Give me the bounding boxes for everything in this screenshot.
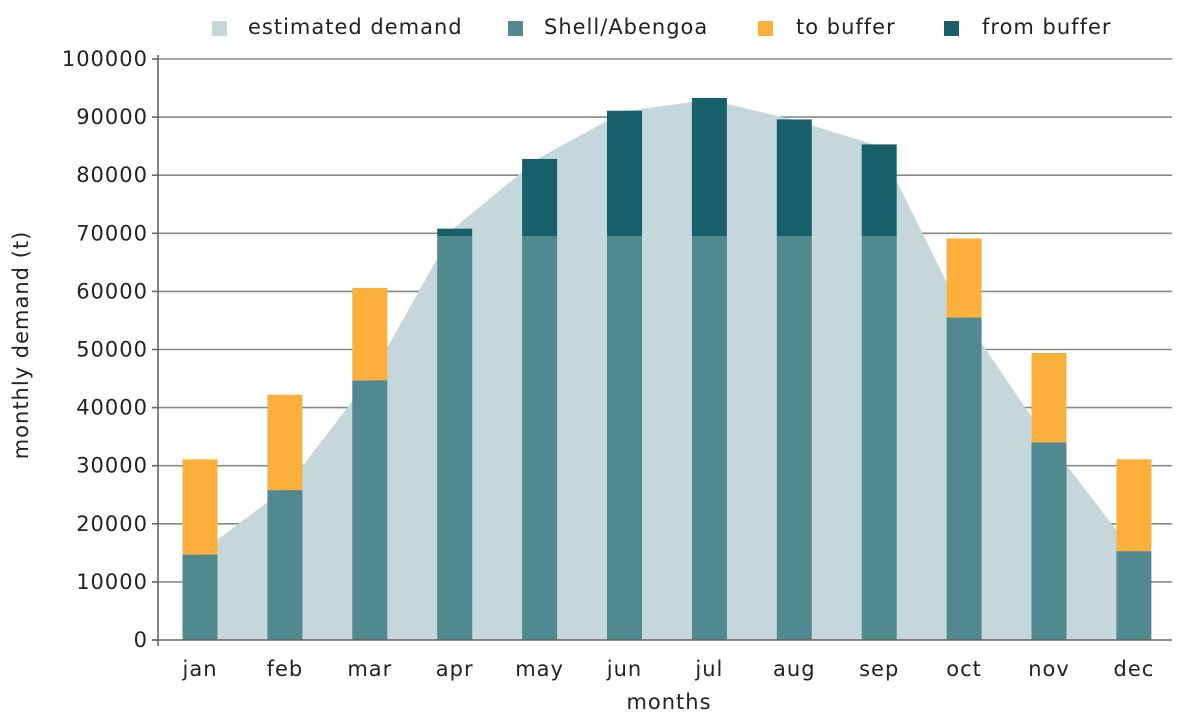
bar-from-buffer-jun: [607, 110, 642, 237]
bar-to-buffer-dec: [1116, 459, 1152, 552]
legend-swatch-to-buffer: [758, 21, 773, 36]
x-tick-label-dec: dec: [1114, 657, 1155, 681]
y-axis-title: monthly demand (t): [9, 231, 33, 460]
x-tick-label-jan: jan: [181, 657, 217, 681]
y-tick-labels: 0 10000 20000 30000 40000 50000 60000 70000 8000…: [62, 47, 148, 652]
y-tick-label-90000: 90000: [76, 105, 148, 129]
estimated-demand-area: [200, 99, 1134, 641]
bar-from-buffer-jul: [691, 97, 727, 237]
y-tick-label-70000: 70000: [76, 221, 148, 245]
bar-shell-abengoa-jul: [691, 236, 727, 640]
y-tick-label-10000: 10000: [76, 570, 148, 594]
y-tick-label-0: 0: [134, 628, 148, 652]
bar-from-buffer-apr: [437, 228, 473, 237]
x-tick-label-may: may: [515, 657, 564, 681]
bar-shell-abengoa-apr: [437, 236, 473, 640]
x-tick-label-apr: apr: [436, 657, 474, 681]
y-tick-label-50000: 50000: [76, 338, 148, 362]
bar-to-buffer-jan: [182, 459, 218, 555]
y-tick-label-40000: 40000: [76, 396, 148, 420]
bar-to-buffer-nov: [1031, 352, 1067, 443]
x-tick-label-sep: sep: [859, 657, 899, 681]
bar-shell-abengoa-mar: [352, 380, 388, 640]
legend-swatch-estimated-demand: [212, 21, 227, 36]
y-tick-label-30000: 30000: [76, 454, 148, 478]
bar-to-buffer-oct: [946, 238, 982, 318]
legend-label-shell-abengoa: Shell/Abengoa: [544, 15, 708, 39]
legend-label-from-buffer: from buffer: [982, 15, 1112, 39]
x-tick-label-aug: aug: [773, 657, 816, 681]
x-axis-title: months: [626, 690, 711, 714]
x-tick-label-oct: oct: [946, 657, 982, 681]
bar-shell-abengoa-aug: [776, 236, 812, 640]
bar-shell-abengoa-feb: [267, 490, 303, 640]
y-tick-label-80000: 80000: [76, 163, 148, 187]
legend-swatch-from-buffer: [944, 21, 959, 36]
x-tick-label-feb: feb: [267, 657, 304, 681]
bar-shell-abengoa-nov: [1031, 442, 1067, 640]
legend-label-estimated-demand: estimated demand: [248, 15, 463, 39]
bar-shell-abengoa-sep: [861, 236, 897, 640]
bar-shell-abengoa-dec: [1116, 551, 1152, 640]
bar-shell-abengoa-oct: [946, 317, 982, 640]
legend: estimated demand Shell/Abengoa to buffer…: [212, 15, 1112, 39]
bar-shell-abengoa-jun: [607, 236, 642, 640]
bar-from-buffer-may: [522, 158, 558, 237]
bar-from-buffer-sep: [861, 144, 897, 237]
x-tick-label-jun: jun: [606, 657, 642, 681]
y-tick-label-100000: 100000: [62, 47, 148, 71]
x-tick-label-mar: mar: [347, 657, 392, 681]
bar-to-buffer-feb: [267, 394, 303, 491]
x-tick-labels: jan feb mar apr may jun jul aug sep oct nov dec: [181, 657, 1155, 681]
x-tick-label-nov: nov: [1028, 657, 1070, 681]
bars: [182, 97, 1152, 640]
y-tick-label-60000: 60000: [76, 279, 148, 303]
bar-shell-abengoa-jan: [182, 554, 218, 640]
y-tick-label-20000: 20000: [76, 512, 148, 536]
x-tick-label-jul: jul: [694, 657, 723, 681]
bar-to-buffer-mar: [352, 287, 388, 381]
bar-from-buffer-aug: [776, 119, 812, 237]
legend-label-to-buffer: to buffer: [796, 15, 896, 39]
legend-swatch-shell-abengoa: [508, 21, 523, 36]
bar-shell-abengoa-may: [522, 236, 558, 640]
axes: [152, 55, 1172, 646]
